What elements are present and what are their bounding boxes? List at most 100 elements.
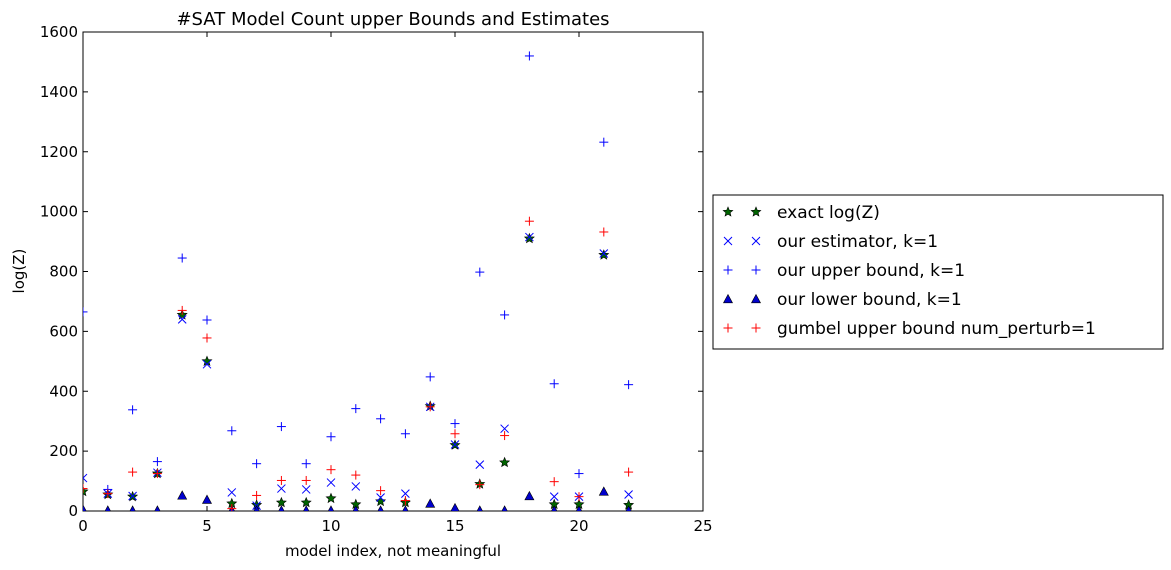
point-s0-21 [598,249,610,260]
point-s2-22 [624,380,634,390]
point-s4-5 [202,333,212,343]
legend-item: gumbel upper bound num_perturb=1 [723,319,1096,339]
point-s2-9 [301,459,311,469]
point-s4-19 [549,477,559,487]
point-s1-2 [128,491,137,501]
point-s4-22 [624,467,634,477]
x-tick-label: 10 [321,517,340,535]
point-s3-13 [402,505,409,511]
point-s3-2 [129,505,136,511]
point-s4-8 [276,475,286,485]
point-s2-16 [475,267,485,277]
point-s1-0 [83,473,88,483]
legend-marker [750,206,762,217]
y-tick-label: 1400 [40,83,78,101]
x-tick-label: 5 [202,517,212,535]
y-tick-label: 200 [49,442,78,460]
point-s4-21 [599,227,609,237]
point-s1-6 [227,488,237,497]
point-s1-10 [326,478,336,487]
point-s2-15 [450,419,460,429]
legend-label: gumbel upper bound num_perturb=1 [777,319,1096,339]
point-s0-10 [325,492,337,504]
point-s3-1 [104,505,111,511]
legend-marker [750,293,762,304]
point-s1-4 [177,315,187,324]
legend-frame [712,194,1164,350]
point-s2-13 [400,429,410,439]
point-s3-5 [201,494,213,504]
point-s3-20 [575,505,583,511]
point-s1-19 [549,492,559,501]
point-s1-8 [277,484,286,493]
x-tick-label: 0 [78,517,88,535]
point-s0-8 [275,496,287,508]
point-s0-12 [375,495,387,507]
point-s4-10 [326,465,336,475]
legend-marker [751,265,761,275]
point-s2-8 [276,422,286,432]
point-s0-0 [83,485,89,497]
point-s4-20 [574,492,584,502]
legend-item: exact log(Z) [722,203,880,223]
x-axis-label: model index, not meaningful [285,542,501,560]
x-tick-label: 25 [693,517,712,535]
legend-label: our upper bound, k=1 [777,261,965,281]
point-s4-3 [152,469,162,479]
point-s3-10 [327,505,335,511]
point-s3-17 [501,505,508,511]
legend-item: our estimator, k=1 [723,232,938,252]
point-s2-17 [500,310,510,320]
point-s3-4 [177,490,188,500]
point-s3-9 [303,505,310,511]
point-s0-18 [523,232,535,244]
data-points [83,51,635,511]
point-s1-11 [351,482,361,491]
point-s3-3 [154,505,161,511]
point-s0-5 [201,355,213,366]
point-s2-19 [549,379,559,389]
point-s2-2 [128,405,138,415]
point-s4-4 [177,305,187,315]
point-s1-12 [376,493,385,502]
point-s1-17 [500,424,509,434]
point-s2-14 [425,372,435,382]
legend-item: our upper bound, k=1 [723,261,965,281]
point-s1-21 [599,249,609,258]
y-tick-label: 0 [68,502,78,520]
point-s1-18 [525,232,534,242]
point-s4-15 [450,429,460,439]
point-s2-6 [227,426,237,436]
y-tick-label: 1000 [40,203,78,221]
chart-title: #SAT Model Count upper Bounds and Estima… [176,9,609,30]
point-s0-17 [499,456,511,468]
legend-marker [723,265,733,275]
point-s1-22 [624,490,633,499]
y-tick-label: 1200 [40,143,78,161]
point-s3-8 [278,505,285,511]
point-s4-1 [103,489,113,499]
point-s2-0 [83,307,88,317]
y-axis-label: log(Z) [10,249,28,294]
point-s2-7 [252,459,262,469]
legend-label: our lower bound, k=1 [777,290,962,310]
y-tick-label: 400 [49,382,78,400]
point-s1-13 [401,489,410,498]
y-tick-label: 1600 [40,23,78,41]
point-s4-2 [128,467,138,477]
point-s4-6 [227,504,237,511]
legend-marker [722,206,734,217]
point-s2-3 [152,457,162,467]
point-s1-5 [202,359,212,369]
point-s3-16 [476,505,483,511]
legend-marker [723,323,733,333]
point-s4-14 [425,402,435,412]
legend: exact log(Z) our estimator, k=1 our upper … [712,194,1164,350]
point-s3-0 [83,504,87,511]
point-s4-9 [301,475,311,485]
y-tick-label: 600 [49,322,78,340]
point-s1-16 [475,460,485,469]
point-s1-9 [301,485,311,494]
point-s4-0 [83,484,88,494]
